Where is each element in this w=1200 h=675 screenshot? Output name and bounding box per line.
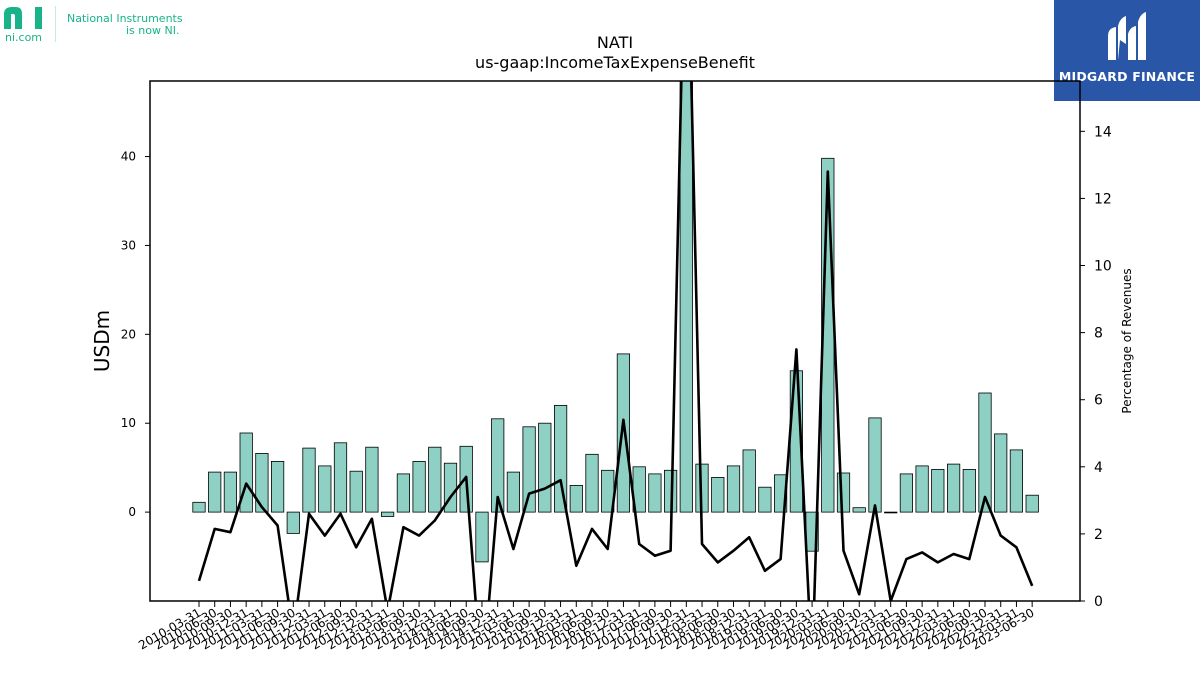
bar [302, 447, 316, 513]
bar [915, 465, 929, 513]
axes-layer: 010203040024681012142010-03-312010-06-30… [121, 80, 1112, 652]
bar [255, 452, 269, 513]
ni-logo-mark-icon [4, 7, 42, 29]
bar [396, 473, 411, 513]
bar [1025, 494, 1039, 513]
bar [648, 473, 662, 513]
y-tick-label: 0 [128, 505, 136, 519]
bar [1009, 449, 1024, 513]
midgard-logo-text: MIDGARD FINANCE [1058, 69, 1196, 84]
ni-logo-divider [55, 6, 56, 42]
bar [569, 484, 583, 513]
y2-axis-label: Percentage of Revenues [1120, 268, 1134, 413]
bar [428, 446, 442, 513]
y-axis-label: USDm [90, 310, 114, 372]
line-layer [197, 81, 1034, 601]
bar [522, 426, 536, 513]
bar [208, 471, 222, 513]
bar [868, 417, 882, 513]
bar [286, 511, 300, 534]
y2-tick-label: 6 [1094, 393, 1103, 409]
bar [711, 476, 725, 513]
bar [978, 392, 992, 513]
chart-title: NATI [596, 33, 634, 52]
bar [333, 442, 348, 513]
y2-tick-label: 14 [1094, 124, 1112, 140]
bar [349, 470, 363, 513]
bar [223, 471, 237, 513]
y-tick-label: 10 [121, 416, 136, 430]
bar [475, 511, 489, 563]
chart-subtitle: us-gaap:IncomeTaxExpenseBenefit [475, 53, 755, 72]
bar [852, 507, 866, 513]
bar [616, 353, 631, 513]
midgard-finance-logo[interactable]: MIDGARD FINANCE [1054, 0, 1200, 101]
ni-logo[interactable]: ni.com National Instruments is now NI. [4, 4, 184, 48]
bar [380, 511, 395, 517]
bar [758, 486, 772, 513]
bar [538, 422, 552, 513]
y2-tick-label: 12 [1094, 191, 1112, 207]
bar [994, 433, 1008, 513]
ni-tagline-line-1: National Instruments [67, 12, 183, 25]
y-tick-label: 30 [121, 238, 136, 252]
y2-tick-label: 0 [1094, 594, 1103, 610]
y2-tick-label: 2 [1094, 527, 1103, 543]
bar [679, 81, 693, 513]
y-tick-label: 20 [121, 327, 136, 341]
y2-tick-label: 10 [1094, 259, 1112, 275]
series-line [197, 81, 1034, 601]
bar [836, 472, 851, 513]
bar [270, 460, 285, 513]
ni-logo-url: ni.com [5, 31, 43, 44]
bar [931, 468, 945, 513]
plot-frame [149, 80, 1081, 602]
bar [554, 404, 568, 513]
bar [506, 471, 521, 513]
bar [412, 460, 426, 513]
y2-tick-label: 4 [1094, 460, 1103, 476]
bar [884, 511, 898, 514]
bar [742, 449, 756, 513]
bar [726, 465, 741, 513]
midgard-emblem-icon [1108, 12, 1146, 60]
ni-tagline-line-2: is now NI. [126, 24, 180, 37]
bar [192, 501, 206, 513]
bar [947, 463, 961, 513]
bar [899, 473, 914, 513]
bar [962, 468, 976, 513]
bar [585, 453, 599, 513]
y-tick-label: 40 [121, 150, 136, 164]
bar [318, 465, 332, 513]
y2-tick-label: 8 [1094, 326, 1103, 342]
bar [365, 446, 379, 513]
